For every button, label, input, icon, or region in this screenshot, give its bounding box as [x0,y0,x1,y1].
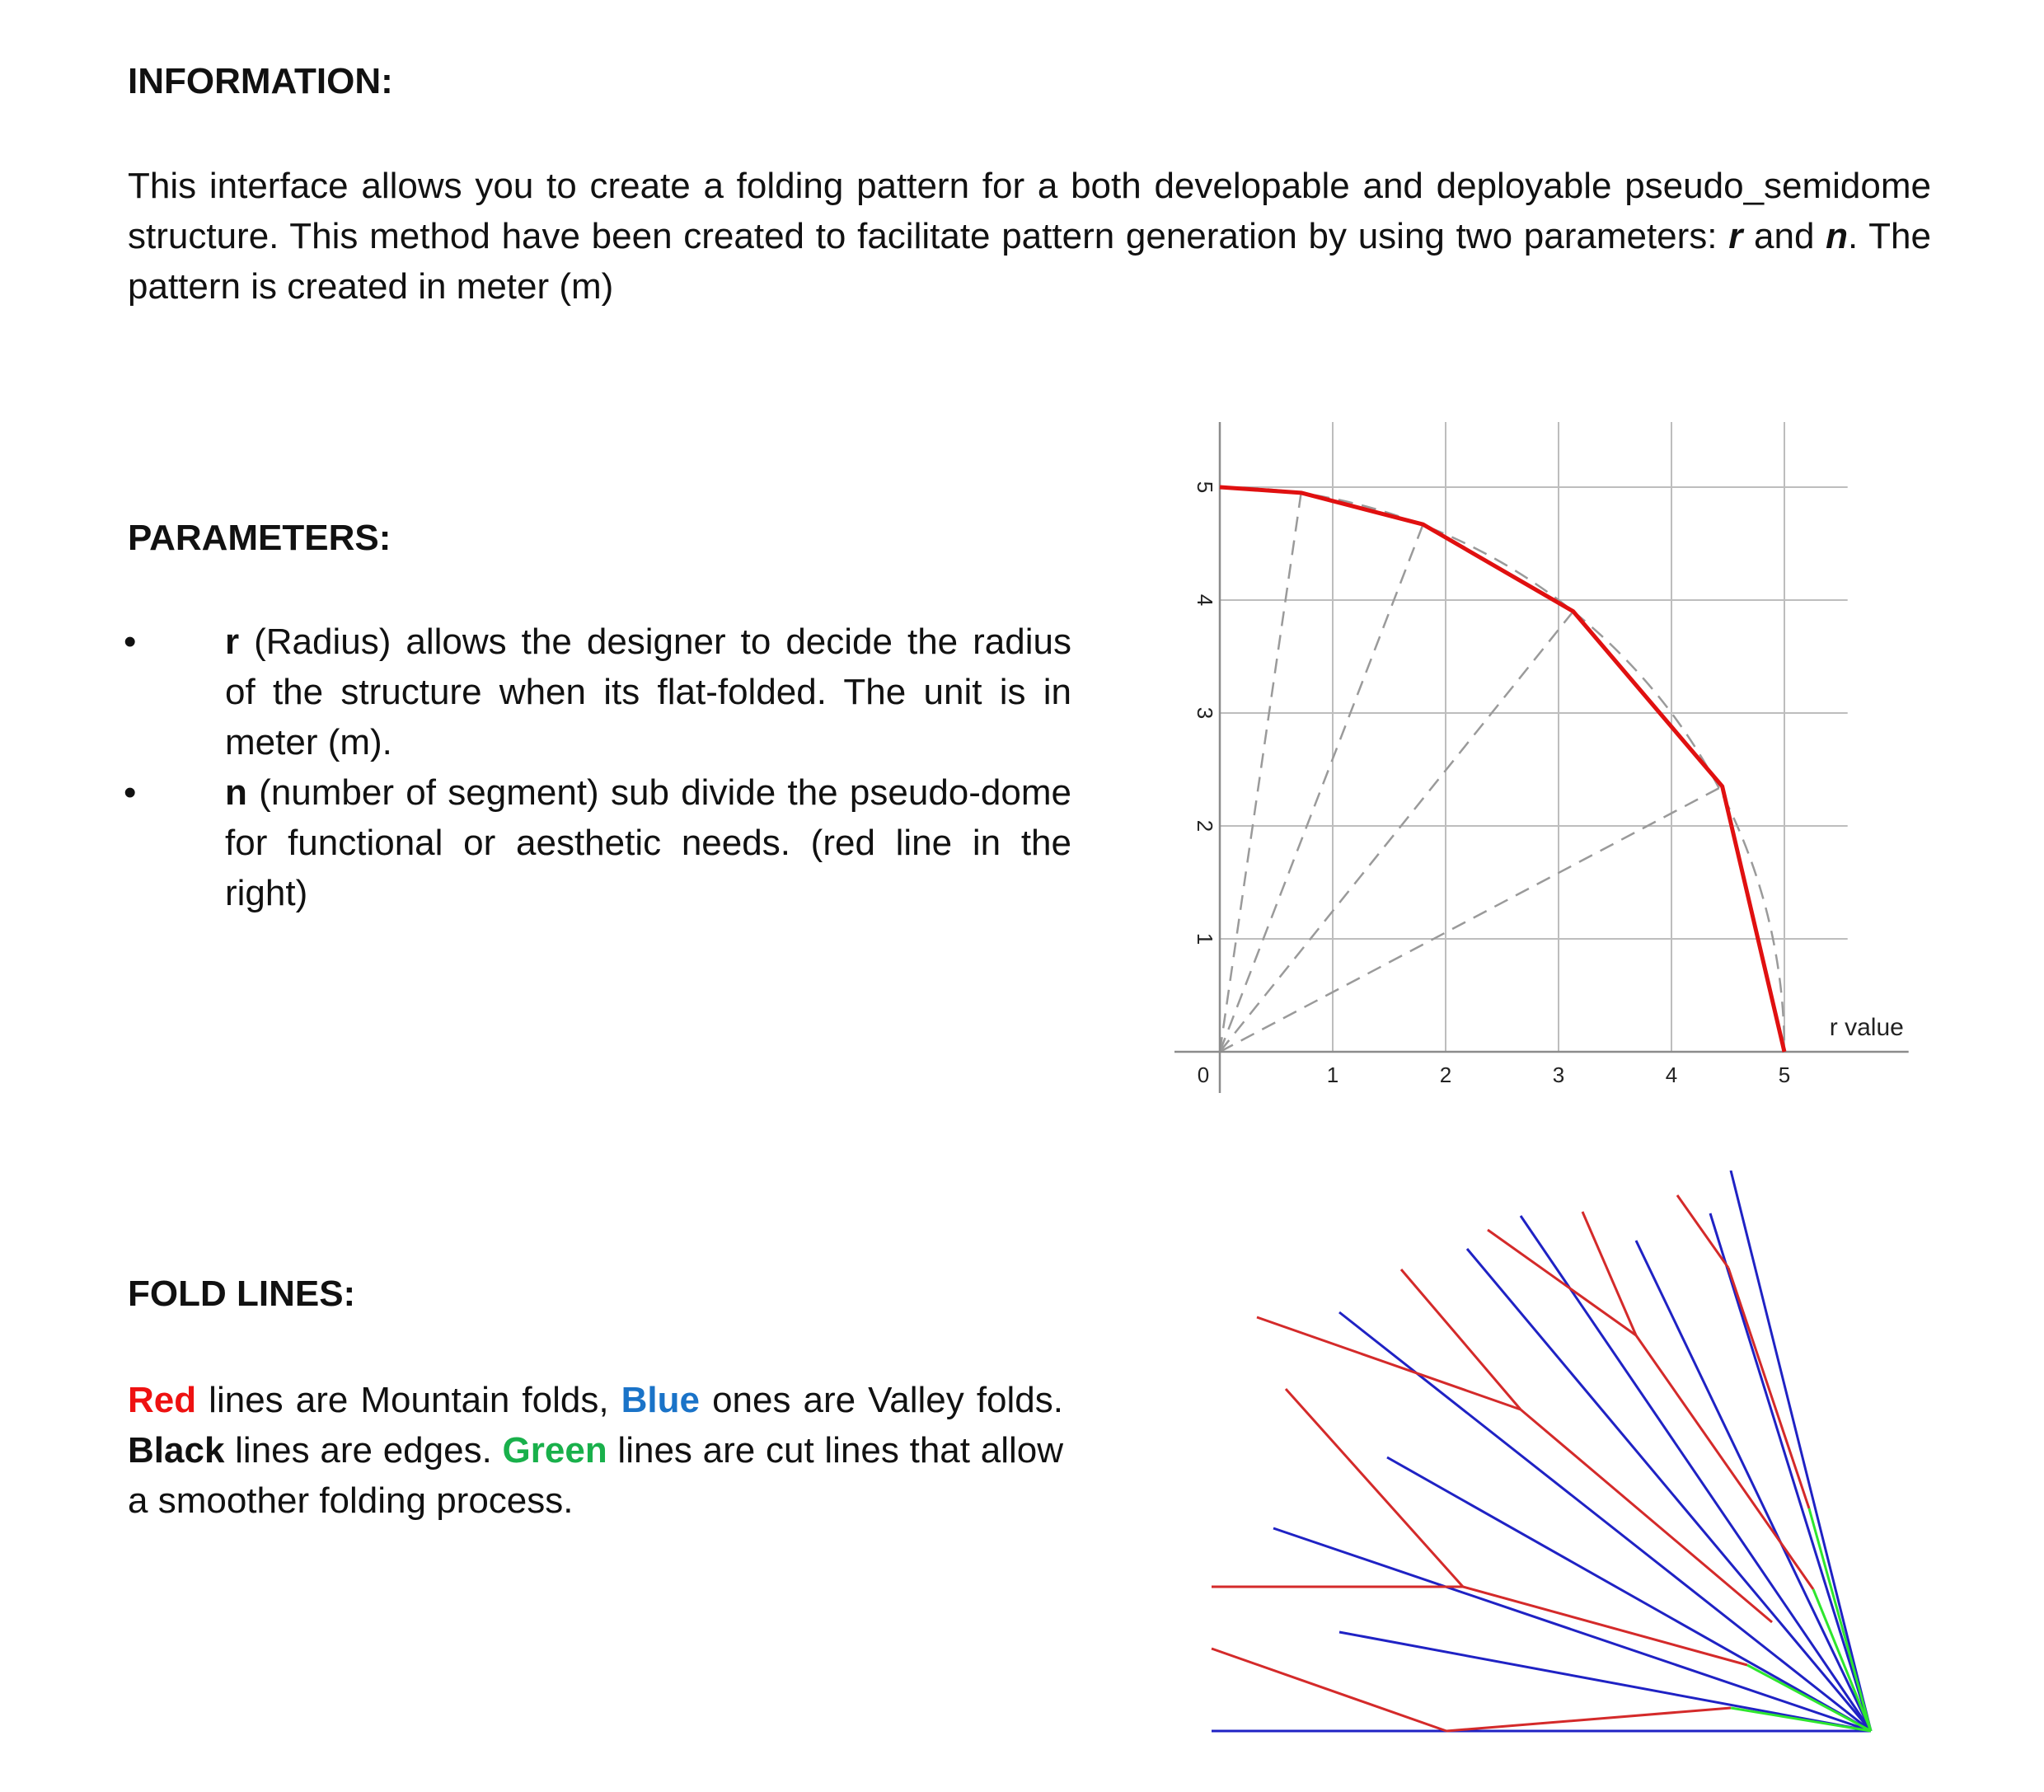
parameters-list: • r (Radius) allows the designer to decid… [115,617,1071,918]
valley-fold-line [1634,1240,1873,1732]
x-tick-label: 0 [1198,1063,1209,1087]
mountain-fold-line [1211,1647,1447,1733]
parameter-key-n: n [225,772,247,813]
cut-line [1812,1588,1873,1732]
mountain-fold-line [1284,1387,1465,1588]
cut-line [1807,1508,1873,1732]
radial-line [1219,610,1574,1053]
bullet: • [124,622,137,662]
mountain-fold-line [1520,1408,1773,1624]
information-paragraph: This interface allows you to create a fo… [128,161,1931,312]
param-n-inline: n [1826,216,1849,256]
fold-text-4: lines are cut lines that allow a smoothe… [128,1430,1064,1521]
valley-fold-line [1273,1527,1872,1733]
x-tick-labels: 0 1 2 3 4 5 [1198,1063,1790,1087]
radial-line [1218,523,1424,1053]
bullet: • [124,772,137,813]
valley-fold-line [1709,1213,1873,1732]
information-heading: INFORMATION: [128,61,393,101]
mountain-fold-line [1256,1316,1521,1411]
mountain-fold-line [1487,1228,1637,1337]
information-text-2: . The pattern is created in meter (m) [128,216,1931,307]
mountain-fold-line [1399,1269,1522,1410]
parameter-desc-n: (number of segment) sub divide the pseud… [225,772,1071,913]
mountain-fold-line [1676,1194,1730,1269]
mountain-fold-line [1581,1211,1638,1336]
y-tick-label: 4 [1193,594,1217,606]
fold-lines-heading: FOLD LINES: [128,1274,356,1314]
valley-fold-line [1729,1170,1873,1732]
parameter-item-r: • r (Radius) allows the designer to decid… [115,617,1071,767]
segment-line [1219,485,1787,1053]
legend-black-word: Black [128,1430,225,1471]
y-tick-label: 2 [1193,820,1217,832]
fold-lines-paragraph: Red lines are Mountain folds, Blue ones … [128,1375,1063,1526]
chart-radial-lines [1218,492,1723,1053]
fold-text-2: ones are Valley folds. [700,1380,1063,1420]
valley-fold-line [1519,1215,1873,1732]
cut-line [1730,1706,1872,1733]
y-tick-label: 1 [1193,933,1217,945]
x-axis-label: r value [1830,1014,1904,1041]
y-tick-label: 5 [1193,481,1217,493]
mountain-fold-line [1446,1706,1732,1733]
valley-fold-line [1465,1248,1873,1732]
x-tick-label: 1 [1327,1063,1338,1087]
valley-fold-line [1338,1630,1872,1733]
information-and: and [1742,216,1826,256]
legend-green-word: Green [502,1430,607,1471]
y-tick-label: 3 [1193,707,1217,719]
parameter-item-n: • n (number of segment) sub divide the ps… [115,767,1071,918]
parameters-heading: PARAMETERS: [128,518,391,558]
parameter-desc-r: (Radius) allows the designer to decide t… [225,622,1071,762]
x-tick-label: 4 [1666,1063,1677,1087]
mountain-fold-line [1634,1335,1815,1590]
x-tick-label: 3 [1553,1063,1564,1087]
cut-line [1746,1663,1872,1733]
x-tick-label: 5 [1779,1063,1790,1087]
mountain-fold-line [1727,1267,1811,1509]
legend-red-word: Red [128,1380,197,1420]
param-r-inline: r [1728,216,1743,256]
fold-text-1: lines are Mountain folds, [196,1380,621,1420]
valley-fold-line [1386,1456,1872,1733]
reference-arc [1219,486,1786,1053]
radius-segment-chart: 0 1 2 3 4 5 1 2 3 4 5 r value [1174,422,1909,1093]
chart-axes [1174,422,1909,1093]
mountain-fold-line [1462,1585,1748,1667]
x-tick-label: 2 [1440,1063,1451,1087]
fold-pattern-diagram [1211,1170,1873,1733]
y-tick-labels: 1 2 3 4 5 [1193,481,1217,945]
parameter-key-r: r [225,622,240,662]
information-text-1: This interface allows you to create a fo… [128,166,1931,256]
legend-blue-word: Blue [621,1380,701,1420]
chart-grid [1220,422,1848,1052]
fold-text-3: lines are edges. [224,1430,503,1471]
radial-line [1218,492,1302,1053]
valley-fold-line [1338,1311,1872,1733]
